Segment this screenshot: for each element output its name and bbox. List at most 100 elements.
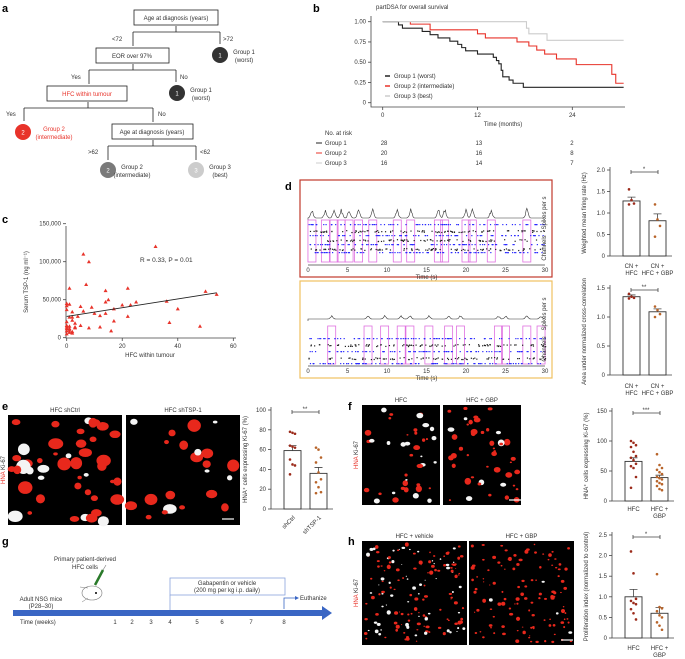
cell-nucleus (512, 567, 516, 571)
y-tick-label: 1.5 (597, 286, 606, 292)
spike (463, 244, 465, 246)
spike (482, 252, 484, 254)
spike (415, 252, 417, 254)
spike (380, 240, 383, 243)
data-point (197, 324, 202, 328)
cell-nucleus (187, 419, 201, 432)
treatment-text: Gabapentin or vehicle (198, 581, 257, 587)
cell-nucleus (386, 564, 391, 570)
data-point (70, 309, 75, 314)
spike (447, 351, 450, 353)
spike (518, 249, 520, 252)
spike (536, 252, 539, 254)
spike (386, 244, 388, 246)
spike (336, 351, 338, 353)
cell-nucleus (113, 477, 122, 486)
spike (438, 231, 440, 233)
spike (411, 248, 413, 250)
cell-nucleus (376, 560, 380, 563)
spike (499, 345, 502, 347)
spike (327, 240, 329, 243)
spike (488, 249, 490, 252)
spike (517, 230, 519, 232)
panel-label-h: h (348, 536, 355, 548)
spike (429, 351, 431, 353)
branch-label: <72 (112, 37, 123, 43)
spike (450, 252, 452, 254)
data-point (658, 614, 661, 617)
spike (491, 357, 493, 359)
spike (414, 351, 416, 353)
spike (499, 249, 501, 251)
category-label: HFC + (651, 646, 669, 652)
spike (389, 252, 391, 254)
cell-nucleus (451, 590, 454, 594)
cell-nucleus (395, 568, 400, 572)
data-point (632, 466, 635, 470)
x-tick-label: 20 (463, 268, 470, 274)
spike (518, 357, 520, 360)
spike (343, 224, 346, 226)
spike (449, 244, 451, 246)
cell-nucleus (500, 544, 504, 547)
cell-nucleus (457, 574, 460, 576)
cell-nucleus (503, 597, 507, 601)
data-point (629, 439, 633, 443)
cell-nucleus (206, 489, 218, 499)
x-tick-label: 10 (384, 369, 391, 375)
spike (453, 231, 456, 234)
spike (506, 363, 508, 365)
spike (487, 244, 490, 246)
spike (359, 338, 361, 340)
spike (362, 351, 364, 353)
spike (392, 252, 394, 254)
cell-nucleus (88, 417, 98, 428)
spike (319, 235, 322, 237)
category-label-line2: HFC (625, 391, 638, 397)
cell-nucleus (420, 455, 423, 458)
data-point (629, 456, 633, 460)
spike (429, 338, 431, 340)
spike (477, 235, 479, 237)
spike (505, 224, 508, 226)
spike (400, 230, 402, 232)
cell-nucleus (487, 569, 490, 572)
spike (323, 338, 325, 340)
spike (437, 252, 440, 254)
at-risk-value: 28 (381, 141, 388, 147)
cell-nucleus (365, 602, 368, 605)
x-tick-label: 0 (65, 344, 69, 350)
cell-nucleus (516, 563, 520, 566)
at-risk-value: 20 (381, 151, 388, 157)
spike (377, 230, 379, 232)
cell-nucleus (515, 488, 519, 491)
spike (410, 230, 412, 232)
cell-nucleus (492, 615, 495, 618)
data-point (630, 295, 633, 299)
cell-nucleus (367, 629, 370, 632)
spike (392, 363, 394, 365)
spike (394, 351, 396, 353)
spike (367, 345, 369, 347)
category-label: HFC (627, 646, 640, 652)
week-label: 5 (195, 620, 199, 626)
spike (409, 363, 412, 365)
spike (375, 230, 378, 233)
burst-highlight (522, 219, 532, 263)
spike (389, 351, 392, 353)
spike (512, 249, 514, 251)
cell-nucleus (179, 440, 189, 450)
spike (542, 357, 545, 359)
cell-nucleus (425, 625, 430, 629)
spike (340, 363, 342, 365)
spike (536, 230, 538, 233)
spike (410, 244, 413, 246)
spike (421, 231, 423, 233)
spike (491, 351, 493, 353)
spike (378, 231, 380, 233)
spike (374, 244, 377, 246)
data-point (64, 325, 69, 329)
node-eor (95, 47, 170, 64)
spike (470, 357, 472, 359)
cell-nucleus (433, 461, 437, 464)
